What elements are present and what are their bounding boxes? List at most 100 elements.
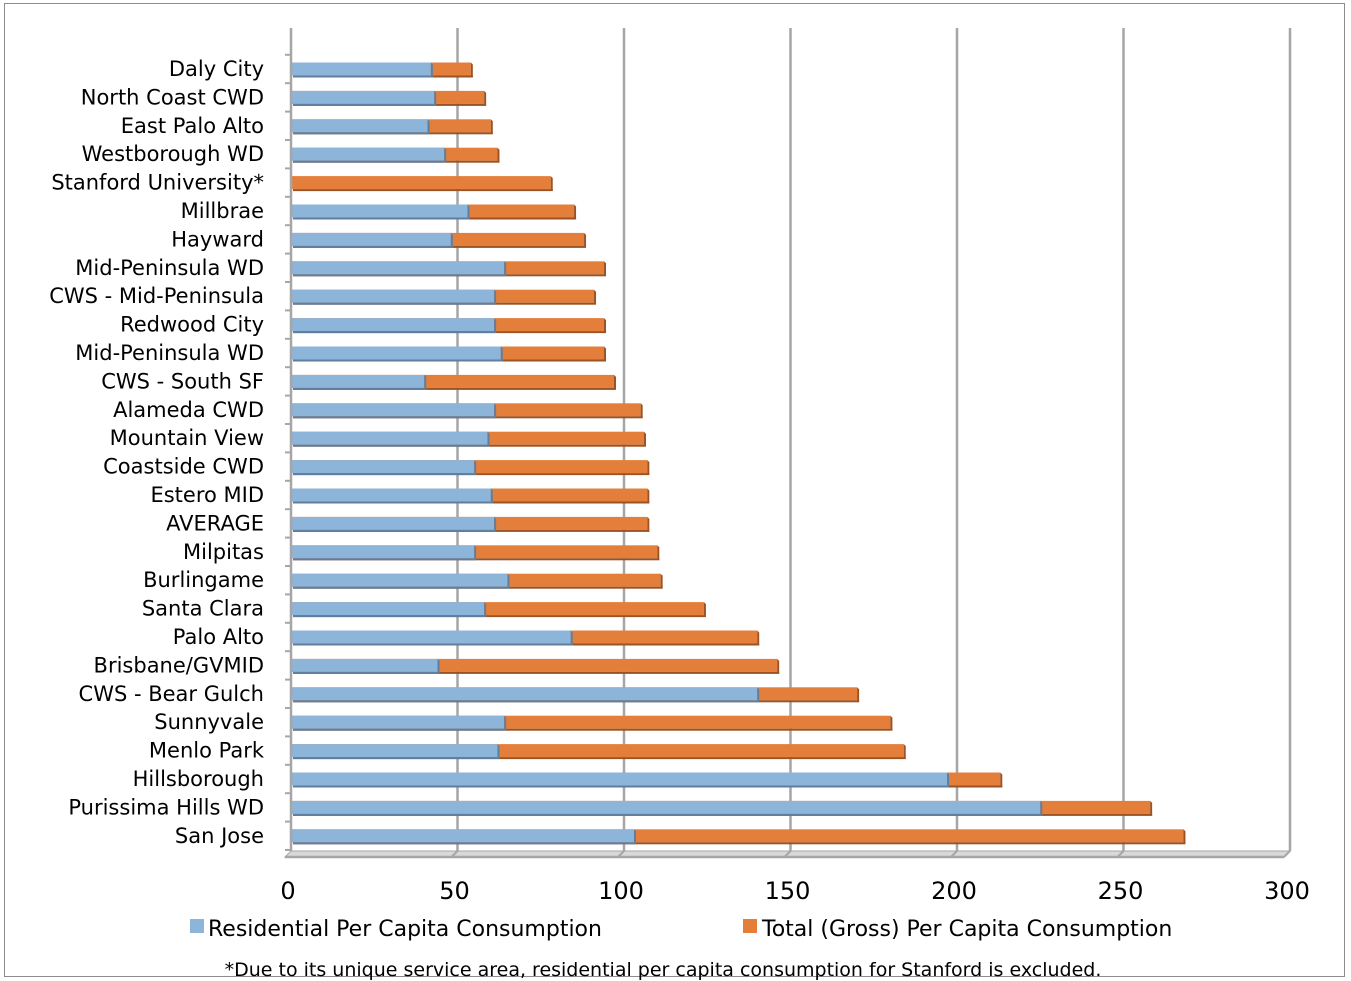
category-label: Purissima Hills WD [68,795,264,819]
bar-total-5-side [574,204,577,220]
bar-residential-27 [291,829,634,843]
bar-total-27-side [1183,829,1186,845]
bar-residential-20-side [570,630,573,646]
bar-residential-9 [291,318,495,332]
bar-total-21-side [777,658,780,674]
category-label: Brisbane/GVMID [94,653,264,677]
bar-residential-17-side [474,545,477,561]
bar-total-9-side [604,318,607,334]
bar-residential-25 [291,772,948,786]
bar-residential-20-bottom [293,643,573,646]
category-label: Coastside CWD [103,455,264,479]
bar-residential-21-bottom [293,671,440,674]
bar-residential-7-side [504,261,507,277]
bar-residential-0 [291,62,431,76]
bar-residential-2-bottom [293,132,430,135]
category-label: Milpitas [183,540,264,564]
legend-label-total: Total (Gross) Per Capita Consumption [761,917,1172,942]
category-label: Alameda CWD [113,398,264,422]
bar-residential-6 [291,232,451,246]
bar-total-23-bottom [293,728,893,731]
x-tick-label: 300 [1264,877,1310,905]
bar-residential-6-bottom [293,245,453,248]
bar-total-25-side [1000,772,1003,788]
category-label: Millbrae [181,199,264,223]
bars [291,62,1186,845]
bar-residential-12 [291,403,495,417]
bar-total-3-side [497,147,500,163]
bar-residential-11-side [424,374,427,390]
category-label: CWS - Bear Gulch [79,682,264,706]
legend: Residential Per Capita Consumption Total… [190,917,1172,942]
category-label: Burlingame [143,568,264,592]
bar-residential-6-side [450,232,453,248]
bar-residential-26 [291,800,1041,814]
bar-total-4-side [550,176,553,192]
bar-residential-13-bottom [293,444,490,447]
axes [285,28,1284,859]
bar-residential-5-bottom [293,217,470,220]
bar-residential-12-side [494,403,497,419]
bar-total-11-bottom [293,387,617,390]
bar-residential-23-side [504,715,507,731]
bar-residential-18 [291,573,508,587]
bar-total-23-side [890,715,893,731]
bar-total-7-side [604,261,607,277]
bar-residential-10-side [500,346,503,362]
bar-residential-13 [291,431,488,445]
bar-residential-2-side [427,119,430,135]
bar-residential-5 [291,204,468,218]
bar-total-21-bottom [293,671,780,674]
gridline-foot-300 [1283,850,1291,858]
bar-residential-3-bottom [293,160,447,163]
bar-total-19-bottom [293,615,706,618]
bar-residential-10 [291,346,501,360]
bar-residential-15 [291,488,491,502]
category-label: Palo Alto [173,625,264,649]
category-label: Hayward [171,227,264,251]
tick-labels: 0 50 100 150 200 250 300 [280,877,1310,905]
category-label: Sunnyvale [154,710,264,734]
bar-residential-0-bottom [293,75,433,78]
bar-residential-13-side [487,431,490,447]
bar-residential-15-side [490,488,493,504]
bar-residential-21 [291,658,438,672]
bar-total-4 [291,176,551,190]
x-tick-label: 150 [765,877,811,905]
bar-residential-26-side [1040,800,1043,816]
bar-residential-2 [291,119,428,133]
bar-residential-22-side [757,687,760,703]
bar-total-4-bottom [293,189,553,192]
gridlines [450,28,1292,858]
bar-residential-24-bottom [293,757,500,760]
bar-total-27-bottom [293,842,1186,845]
bar-residential-17 [291,545,475,559]
bar-residential-18-bottom [293,586,510,589]
bar-residential-23-bottom [293,728,507,731]
bar-residential-3-side [444,147,447,163]
bar-total-26-side [1150,800,1153,816]
bar-residential-19 [291,602,485,616]
bar-residential-26-bottom [293,813,1043,816]
bar-residential-18-side [507,573,510,589]
category-label: Menlo Park [149,739,265,763]
bar-residential-14 [291,460,475,474]
category-label: Mountain View [110,426,264,450]
legend-swatch-total [743,919,757,933]
category-label: AVERAGE [166,511,264,535]
bar-total-11-side [614,374,617,390]
category-label: Daly City [169,57,264,81]
category-label: East Palo Alto [121,114,264,138]
bar-total-20-side [757,630,760,646]
bar-residential-8-side [494,289,497,305]
bar-residential-16-side [494,516,497,532]
bar-total-15-side [647,488,650,504]
bar-total-18-side [660,573,663,589]
bar-total-24-side [903,744,906,760]
bar-total-24-bottom [293,757,906,760]
category-label: CWS - South SF [101,369,264,393]
bar-total-0-side [470,62,473,78]
x-tick-label: 50 [439,877,470,905]
bar-total-6-side [584,232,587,248]
bar-residential-11 [291,374,425,388]
